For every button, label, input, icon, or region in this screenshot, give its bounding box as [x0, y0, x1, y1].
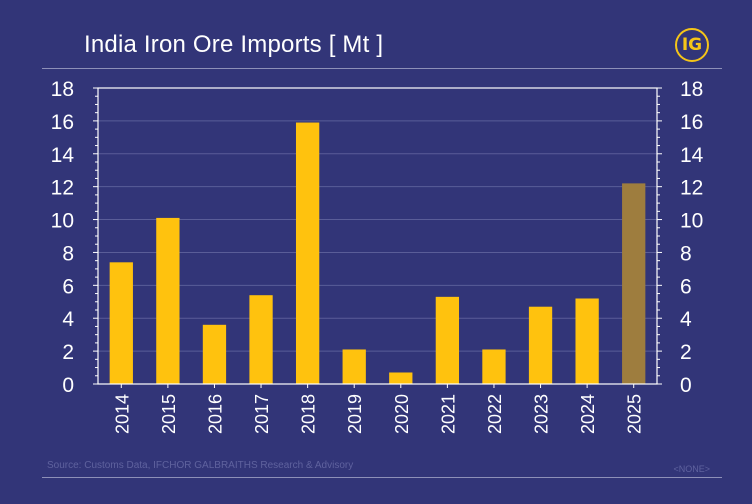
y-tick-label-right: 10 — [680, 210, 703, 233]
bar-2023 — [528, 306, 553, 384]
x-tick-label: 2020 — [392, 394, 412, 434]
x-tick-label: 2021 — [438, 394, 458, 434]
x-tick-label: 2019 — [345, 394, 365, 434]
bar-2018 — [295, 122, 320, 385]
bar-2025 — [622, 183, 646, 384]
bar-2022 — [482, 349, 506, 384]
y-tick-label-left: 12 — [51, 177, 74, 200]
y-tick-label-left: 16 — [51, 111, 74, 134]
grid-lines — [98, 120, 657, 352]
x-tick-label: 2014 — [112, 394, 132, 434]
y-tick-label-left: 6 — [62, 275, 74, 298]
y-tick-label-right: 0 — [680, 374, 692, 397]
y-tick-label-right: 6 — [680, 275, 692, 298]
bar-2017 — [249, 295, 273, 384]
x-tick-label: 2023 — [532, 394, 552, 434]
y-tick-label-right: 12 — [680, 177, 703, 200]
bar-2024 — [575, 298, 599, 384]
x-tick-label: 2024 — [578, 394, 598, 434]
y-tick-label-left: 14 — [51, 144, 75, 167]
ig-logo-icon: IG — [675, 28, 709, 62]
tick-labels: 0 0 2 2 4 4 6 6 8 8 10 10 12 12 14 14 16 16 18 18 2014 2015 20… — [51, 78, 704, 434]
footer-divider — [42, 477, 722, 478]
x-tick-label: 2017 — [252, 394, 272, 434]
x-tick-label: 2018 — [299, 394, 319, 434]
bars — [109, 122, 646, 385]
y-tick-label-right: 4 — [680, 308, 692, 331]
bar-2019 — [342, 349, 366, 384]
x-tick-label: 2016 — [205, 394, 225, 434]
y-tick-label-left: 0 — [62, 374, 74, 397]
x-tick-label: 2025 — [625, 394, 645, 434]
y-tick-label-right: 16 — [680, 111, 703, 134]
axes — [93, 87, 662, 388]
y-tick-label-left: 4 — [62, 308, 74, 331]
footer-tag: <NONE> — [673, 464, 710, 474]
bar-2014 — [109, 262, 133, 384]
bar-2015 — [156, 217, 180, 384]
source-note: Source: Customs Data, IFCHOR GALBRAITHS … — [47, 460, 354, 471]
x-tick-label: 2015 — [159, 394, 179, 434]
bar-2020 — [389, 372, 413, 384]
y-tick-label-left: 2 — [62, 341, 74, 364]
y-tick-label-left: 10 — [51, 210, 74, 233]
y-tick-label-left: 18 — [51, 78, 74, 101]
y-tick-label-right: 18 — [680, 78, 703, 101]
header-divider — [42, 68, 722, 69]
y-tick-label-right: 8 — [680, 242, 692, 265]
bar-2016 — [202, 324, 227, 384]
y-tick-label-right: 14 — [680, 144, 704, 167]
chart-title: India Iron Ore Imports [ Mt ] — [84, 31, 384, 58]
y-tick-label-right: 2 — [680, 341, 692, 364]
y-tick-label-left: 8 — [62, 242, 74, 265]
plot-frame — [97, 87, 658, 385]
x-tick-label: 2022 — [485, 394, 505, 434]
bar-2021 — [435, 296, 460, 384]
